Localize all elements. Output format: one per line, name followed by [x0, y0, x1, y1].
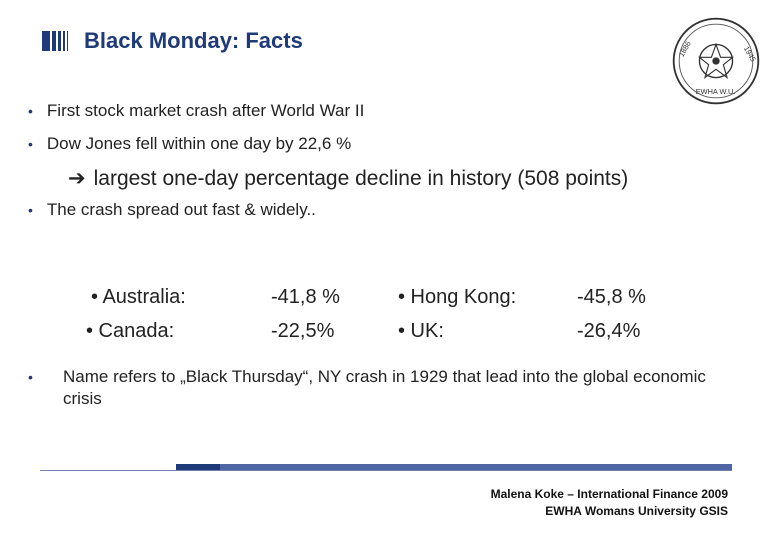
value-hong-kong: -45,8 %: [577, 286, 646, 308]
country-uk: • UK:: [398, 320, 444, 342]
arrow-point: ➔ largest one-day percentage decline in h…: [68, 166, 628, 191]
bullet-text: Name refers to „Black Thursday“, NY cras…: [63, 367, 706, 408]
bullet-text: The crash spread out fast & widely..: [46, 200, 316, 219]
right-arrow-icon: ➔: [68, 167, 86, 190]
bullet-dot-icon: •: [28, 136, 33, 152]
arrow-text: largest one-day percentage decline in hi…: [93, 167, 629, 190]
university-seal-icon: 1886 1945 EWHA W.U.: [672, 17, 760, 105]
bullet-dot-icon: •: [28, 202, 33, 218]
bullet-text: Dow Jones fell within one day by 22,6 %: [46, 134, 352, 153]
bullet-item: • The crash spread out fast & widely..: [28, 200, 316, 220]
seal-bottom-text: EWHA W.U.: [696, 87, 736, 96]
country-canada: • Canada:: [86, 320, 175, 342]
footer: Malena Koke – International Finance 2009…: [491, 486, 728, 520]
bullet-item: • First stock market crash after World Wa…: [28, 101, 364, 121]
footer-institution: EWHA Womans University GSIS: [545, 504, 728, 518]
slide-title: Black Monday: Facts: [84, 28, 303, 53]
value-canada: -22,5%: [271, 320, 335, 342]
value-uk: -26,4%: [577, 320, 641, 342]
footer-bar: [176, 464, 732, 470]
bullet-dot-icon: •: [28, 369, 33, 385]
footer-divider: [40, 470, 732, 471]
country-hong-kong: • Hong Kong:: [398, 286, 517, 308]
country-australia: • Australia:: [91, 286, 186, 308]
seal-left-year: 1886: [677, 40, 693, 59]
bullet-dot-icon: •: [28, 103, 33, 119]
title-bars-icon: [42, 31, 70, 51]
footer-author: Malena Koke – International Finance 2009: [490, 487, 728, 501]
bullet-item: • Dow Jones fell within one day by 22,6 %: [28, 134, 351, 154]
value-australia: -41,8 %: [271, 286, 340, 308]
bullet-item: • Name refers to „Black Thursday“, NY cr…: [28, 366, 743, 410]
bullet-text: First stock market crash after World War…: [46, 101, 365, 120]
footer-bar-accent: [176, 464, 220, 470]
